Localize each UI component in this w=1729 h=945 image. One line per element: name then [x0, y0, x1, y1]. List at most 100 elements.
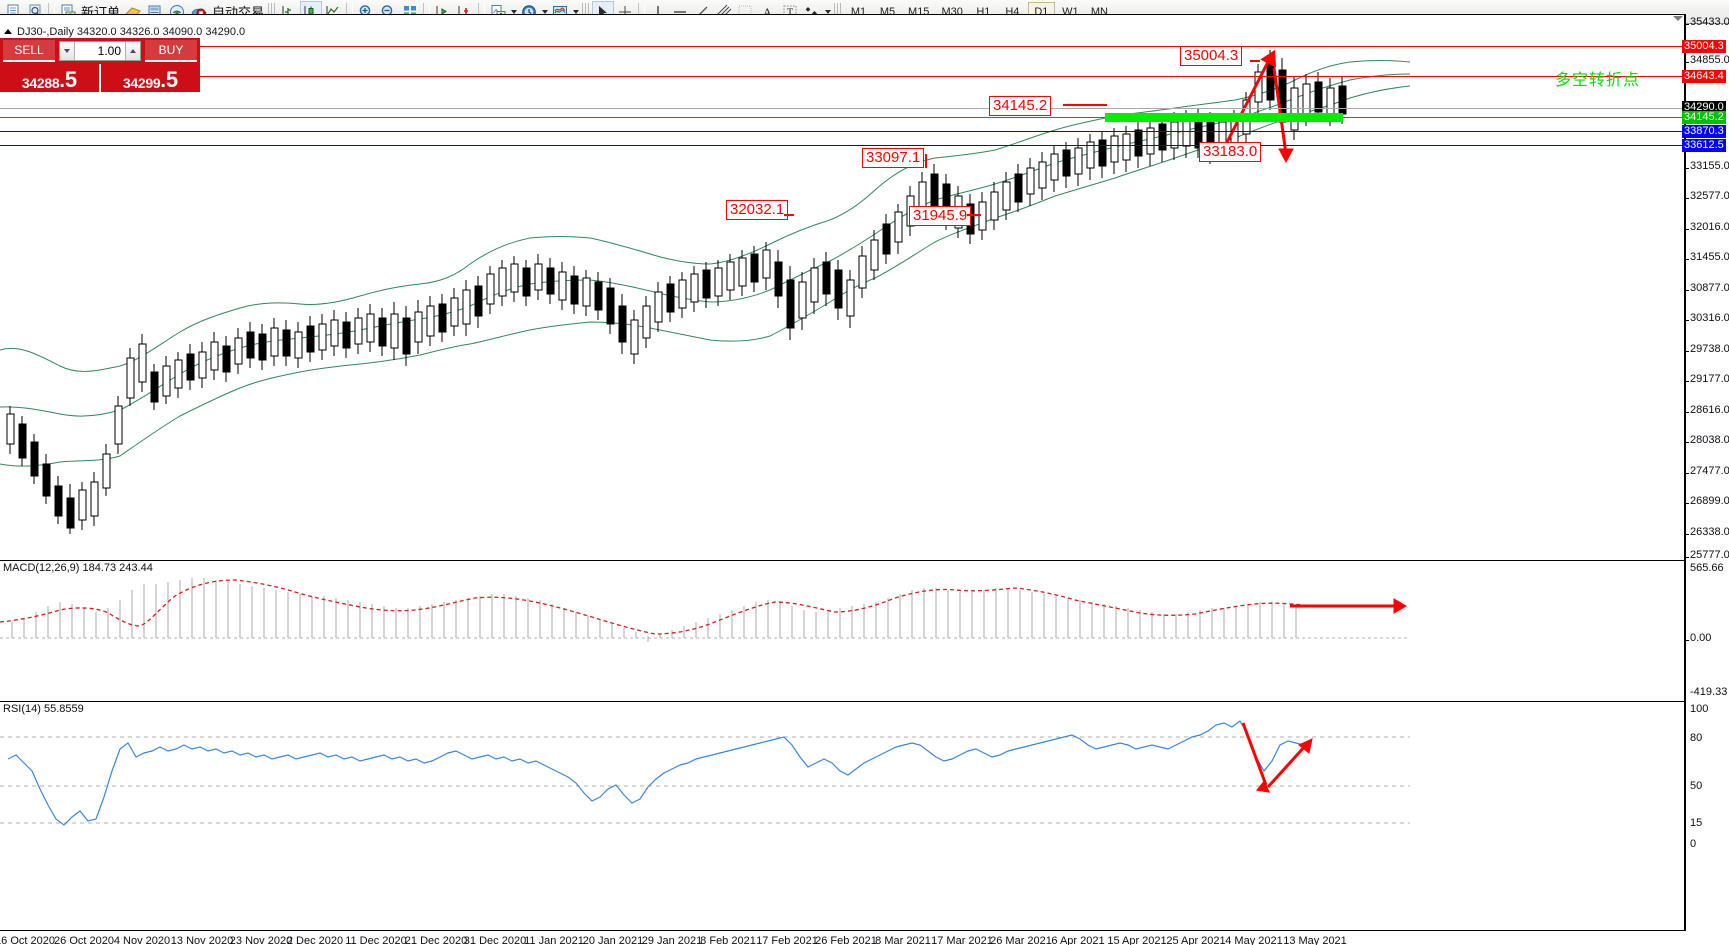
- macd-indicator-label: MACD(12,26,9) 184.73 243.44: [3, 562, 153, 574]
- price-marker-33870: 33870.3: [1682, 125, 1726, 138]
- annotation-32032-leader: [784, 214, 794, 216]
- toolbar-grip-3[interactable]: [834, 2, 843, 21]
- volume-value[interactable]: 1.00: [97, 44, 121, 58]
- price-tick-30877: 30877.0: [1685, 282, 1729, 294]
- toolbar-grip[interactable]: [268, 2, 277, 21]
- price-axis-line: [1684, 14, 1686, 931]
- macd-pane[interactable]: [0, 560, 1684, 701]
- price-tick-29177: 29177.0: [1685, 373, 1729, 385]
- svg-text:A: A: [763, 5, 772, 19]
- rsi-indicator-label: RSI(14) 55.8559: [3, 703, 84, 715]
- scroll-collapse-icon[interactable]: [1673, 16, 1683, 21]
- price-tick-32577: 32577.0: [1685, 190, 1729, 202]
- date-tick-4: 23 Nov 2020: [229, 935, 293, 945]
- sell-price-fraction: 5: [64, 67, 78, 93]
- date-tick-19: 15 Apr 2021: [1107, 935, 1167, 945]
- text-label-icon[interactable]: A: [757, 1, 779, 23]
- blue-line-33612: [0, 145, 1684, 146]
- support-line-34145: [0, 117, 1684, 118]
- sell-button[interactable]: SELL: [3, 40, 55, 62]
- price-tick-32016: 32016.0: [1685, 221, 1729, 233]
- date-tick-21: 4 May 2021: [1225, 935, 1283, 945]
- price-tick-35433: 35433.0: [1685, 16, 1729, 28]
- price-marker-35004: 35004.3: [1682, 40, 1726, 53]
- annotation-34145[interactable]: 34145.2: [989, 96, 1052, 117]
- date-tick-8: 31 Dec 2020: [463, 935, 527, 945]
- macd-tick-565: 565.66: [1690, 562, 1724, 574]
- date-tick-17: 26 Mar 2021: [990, 935, 1052, 945]
- macd-tick-0: 0.00: [1685, 632, 1711, 644]
- trade-panel-controls: SELL 1.00 BUY: [0, 38, 200, 64]
- time-axis-labels[interactable]: 16 Oct 2020 26 Oct 2020 4 Nov 2020 13 No…: [0, 933, 1684, 945]
- sell-price[interactable]: 34288 . 5: [0, 64, 99, 92]
- sell-price-integer: 34288: [21, 75, 60, 91]
- date-tick-12: 8 Feb 2021: [700, 935, 756, 945]
- annotation-31945-leader: [967, 214, 981, 216]
- buy-price-fraction: 5: [165, 67, 179, 93]
- price-marker-34290: 34290.0: [1682, 101, 1726, 114]
- one-click-trading-panel[interactable]: SELL 1.00 BUY 34288 . 5 34299 . 5: [0, 38, 200, 92]
- svg-text:T: T: [787, 7, 793, 18]
- price-marker-34145: 34145.2: [1682, 111, 1726, 124]
- date-tick-6: 11 Dec 2020: [345, 935, 407, 945]
- toolbar-separator: [48, 2, 55, 21]
- annotation-33097-leader: [925, 154, 927, 168]
- annotation-32032[interactable]: 32032.1: [726, 200, 789, 221]
- annotation-bull-bear-turning-point[interactable]: 多空转折点: [1555, 70, 1641, 89]
- resistance-line-34643: [0, 76, 1684, 77]
- price-tick-29738: 29738.0: [1685, 343, 1729, 355]
- price-tick-34855: 34855.0: [1685, 54, 1729, 66]
- price-tick-30316: 30316.0: [1685, 312, 1729, 324]
- annotation-33097[interactable]: 33097.1: [862, 148, 925, 169]
- price-axis-labels[interactable]: 35433.0 35004.3 34855.0 34643.4 34290.0 …: [1682, 14, 1729, 931]
- date-tick-16: 17 Mar 2021: [931, 935, 993, 945]
- volume-decrease-button[interactable]: [60, 42, 75, 60]
- price-pane[interactable]: [0, 14, 1684, 560]
- annotation-31945[interactable]: 31945.9: [909, 206, 972, 227]
- rsi-pane[interactable]: [0, 701, 1684, 846]
- date-tick-22: 13 May 2021: [1283, 935, 1347, 945]
- volume-increase-button[interactable]: [125, 42, 140, 60]
- toolbar-separator-5: [638, 2, 646, 21]
- date-tick-7: 21 Dec 2020: [404, 935, 468, 945]
- date-tick-1: 26 Oct 2020: [54, 935, 114, 945]
- buy-price[interactable]: 34299 . 5: [99, 64, 200, 92]
- price-tick-31455: 31455.0: [1685, 251, 1729, 263]
- time-axis-line: [0, 930, 1684, 931]
- annotation-34145-leader: [1063, 104, 1107, 106]
- annotation-33183[interactable]: 33183.0: [1199, 142, 1262, 163]
- date-tick-20: 25 Apr 2021: [1166, 935, 1226, 945]
- date-tick-0: 16 Oct 2020: [0, 935, 55, 945]
- date-tick-3: 13 Nov 2020: [170, 935, 234, 945]
- price-tick-33155: 33155.0: [1685, 160, 1729, 172]
- date-tick-9: 11 Jan 2021: [524, 935, 584, 945]
- rsi-tick-0: 0: [1690, 838, 1697, 850]
- price-marker-33612: 33612.5: [1682, 139, 1726, 152]
- price-tick-28616: 28616.0: [1685, 404, 1729, 416]
- text-box-icon[interactable]: T: [779, 1, 801, 23]
- horizontal-line-icon[interactable]: [669, 1, 691, 23]
- price-tick-26338: 26338.0: [1685, 526, 1729, 538]
- date-tick-15: 8 Mar 2021: [875, 935, 931, 945]
- date-tick-11: 29 Jan 2021: [641, 935, 703, 945]
- toolbar-separator-2: [346, 2, 354, 21]
- toolbar-separator-3: [423, 2, 431, 21]
- price-tick-28038: 28038.0: [1685, 434, 1729, 446]
- buy-button[interactable]: BUY: [145, 40, 197, 62]
- last-close-line-34290: [0, 108, 1684, 109]
- date-tick-18: 6 Apr 2021: [1051, 935, 1105, 945]
- volume-stepper[interactable]: 1.00: [59, 41, 141, 61]
- price-tick-25777: 25777.0: [1685, 549, 1729, 561]
- macd-tick-419: -419.33: [1690, 686, 1728, 698]
- blue-line-33870: [0, 131, 1684, 132]
- symbol-info-line: DJ30-,Daily 34320.0 34326.0 34090.0 3429…: [0, 25, 245, 38]
- annotation-35004[interactable]: 35004.3: [1180, 46, 1243, 67]
- chart-collapse-icon[interactable]: [4, 29, 12, 34]
- toolbar-grip-2[interactable]: [582, 2, 591, 21]
- date-tick-10: 20 Jan 2021: [582, 935, 644, 945]
- take-profit-line-35004: [0, 46, 1684, 47]
- symbol-info-text: DJ30-,Daily 34320.0 34326.0 34090.0 3429…: [17, 25, 246, 38]
- price-marker-34643: 34643.4: [1682, 70, 1726, 83]
- price-tick-27477: 27477.0: [1685, 465, 1729, 477]
